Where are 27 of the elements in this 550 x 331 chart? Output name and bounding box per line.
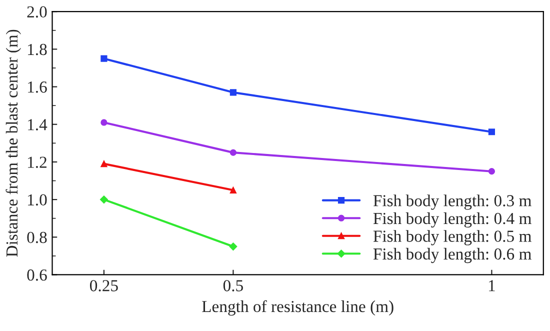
point [100,119,108,126]
point [488,168,495,175]
y-tick-label: 2.0 [27,6,47,18]
legend-label: Fish body length: 0.5 m [373,230,532,246]
legend-label: Fish body length: 0.3 m [373,194,532,210]
x-tick-label: 1 [489,280,495,292]
point [230,186,236,194]
y-tick-label: 1.2 [28,156,46,168]
legend-label: Fish body length: 0.4 m [373,212,532,228]
y-tick-label: 1.8 [28,44,47,56]
point [100,196,108,204]
point [230,149,236,156]
x-tick-label: 0.25 [90,280,118,292]
legend-label: Fish body length: 0.6 m [373,248,532,264]
point [488,128,495,136]
point [100,160,108,168]
y-tick-label: 1.4 [28,119,48,130]
y-axis-title: Distance from the blast center (m) [6,30,21,257]
y-tick-label: 0.6 [27,269,47,281]
point [229,242,238,250]
x-axis-title: Length of resistance line (m) [202,300,394,316]
x-tick-label: 0.5 [223,280,243,292]
point [230,89,236,96]
y-tick-label: 1.6 [28,82,47,93]
y-tick-label: 1.0 [28,194,47,206]
y-tick-label: 0.8 [27,232,47,244]
point [100,55,108,62]
